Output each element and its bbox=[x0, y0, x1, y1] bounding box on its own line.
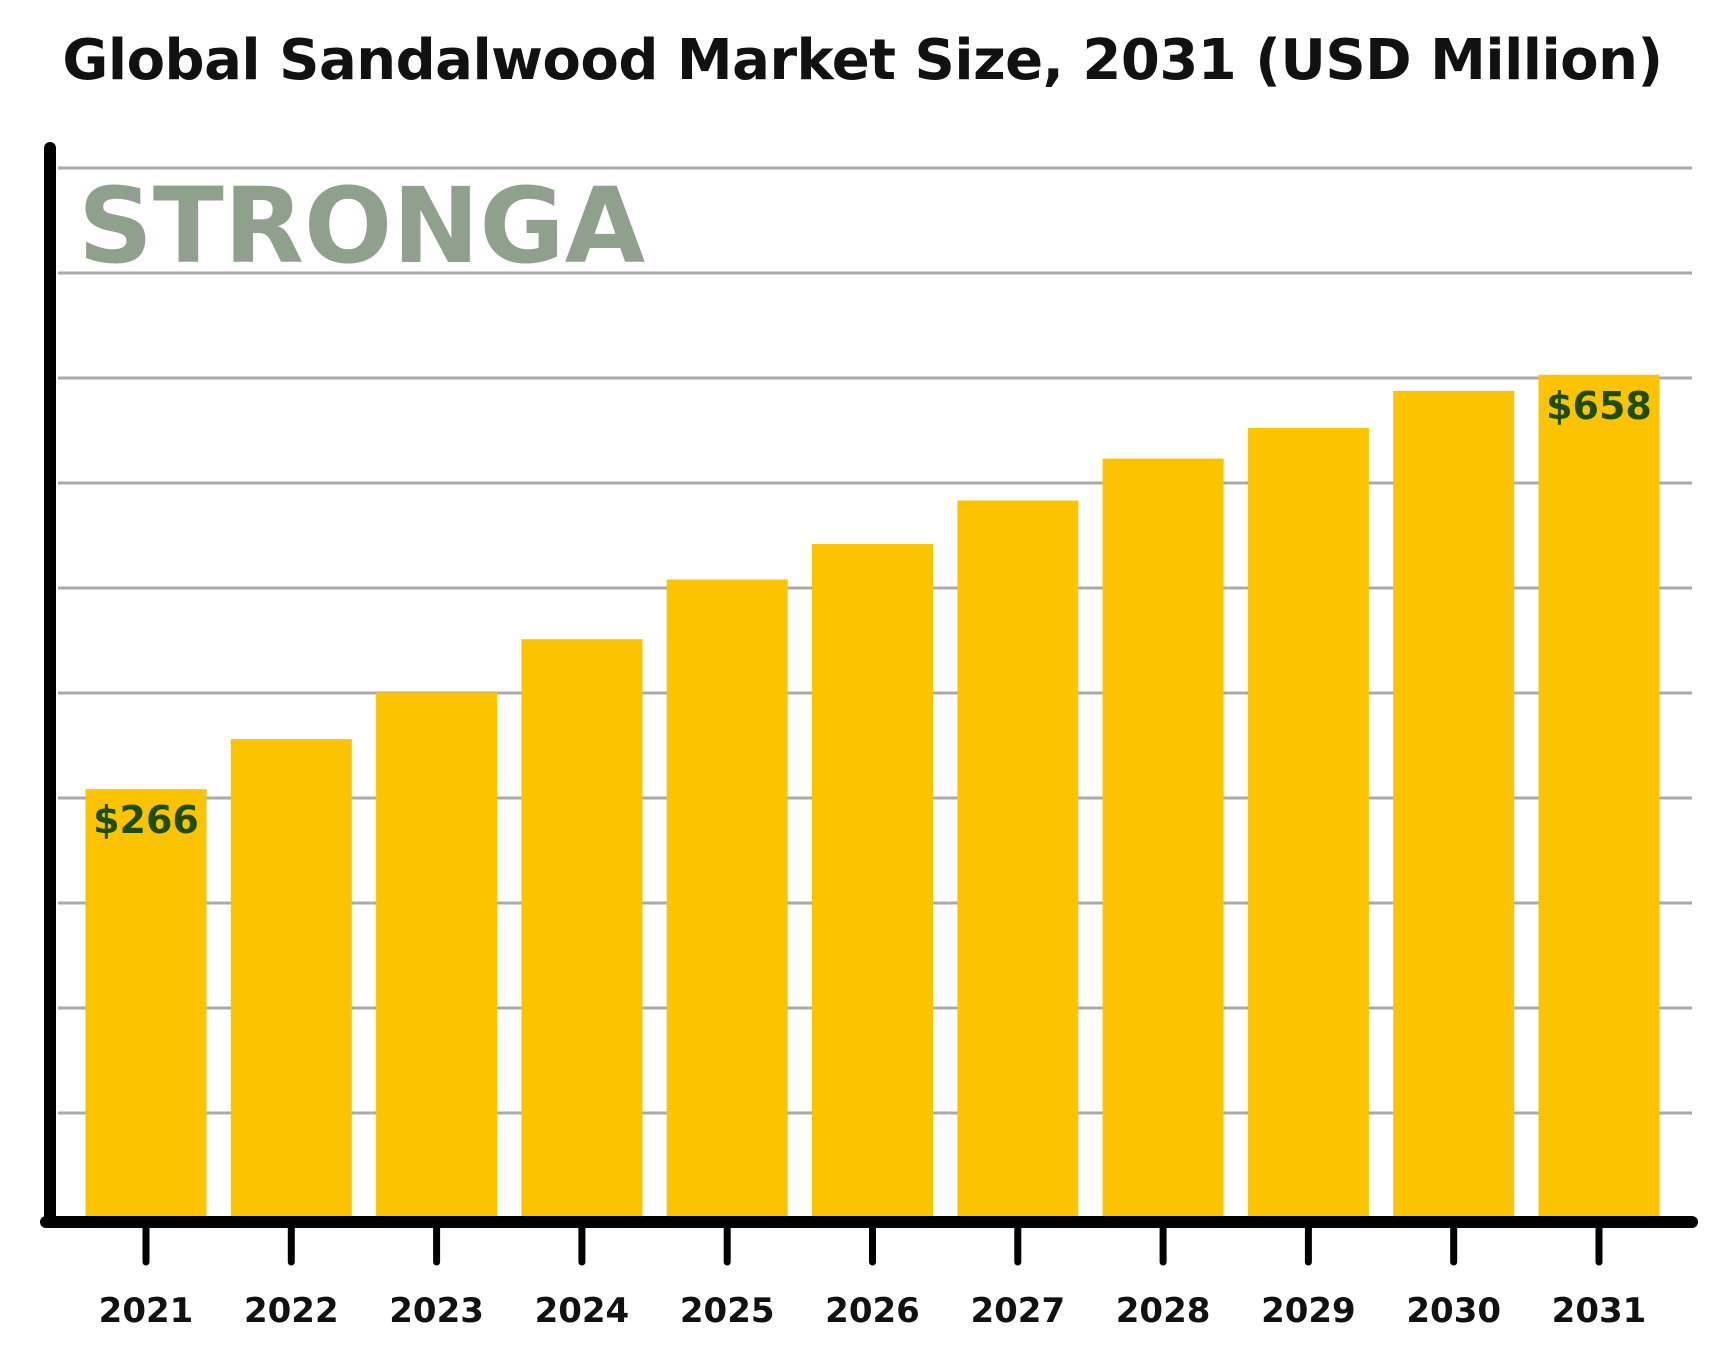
x-tick-label-2022: 2022 bbox=[244, 1291, 339, 1331]
watermark-logo: STRONGA bbox=[78, 165, 645, 287]
bar-2030 bbox=[1393, 390, 1515, 1219]
bar-2026 bbox=[812, 544, 933, 1218]
bar-2028 bbox=[1102, 458, 1224, 1218]
bar-2024 bbox=[521, 639, 643, 1218]
chart-title: Global Sandalwood Market Size, 2031 (USD… bbox=[62, 28, 1663, 93]
axes bbox=[40, 142, 1698, 1228]
x-tick-label-2030: 2030 bbox=[1406, 1291, 1501, 1331]
x-tick-label-2029: 2029 bbox=[1261, 1291, 1356, 1331]
bar-2023 bbox=[376, 692, 498, 1218]
bar-2022 bbox=[230, 739, 352, 1218]
data-labels: $266 $658 bbox=[93, 384, 1652, 842]
bar-2025 bbox=[666, 579, 788, 1218]
data-label-2021: $266 bbox=[93, 798, 199, 842]
bar-2029 bbox=[1247, 427, 1369, 1218]
bar-2027 bbox=[957, 500, 1079, 1218]
x-tick-label-2023: 2023 bbox=[389, 1291, 484, 1331]
x-tick-label-2025: 2025 bbox=[680, 1291, 775, 1331]
bars bbox=[85, 374, 1660, 1219]
data-label-2031: $658 bbox=[1546, 384, 1652, 428]
x-tick-label-2021: 2021 bbox=[99, 1291, 194, 1331]
x-tick-label-2031: 2031 bbox=[1552, 1291, 1647, 1331]
bar-2021 bbox=[85, 789, 207, 1218]
x-tick-label-2024: 2024 bbox=[535, 1291, 630, 1331]
bar-2031 bbox=[1538, 374, 1660, 1219]
x-axis-ticks: 2021 2022 2023 2024 2025 2026 2027 2028 2029 2030… bbox=[99, 1224, 1647, 1331]
x-tick-label-2026: 2026 bbox=[825, 1291, 920, 1331]
x-tick-label-2027: 2027 bbox=[970, 1291, 1065, 1331]
x-tick-label-2028: 2028 bbox=[1116, 1291, 1211, 1331]
